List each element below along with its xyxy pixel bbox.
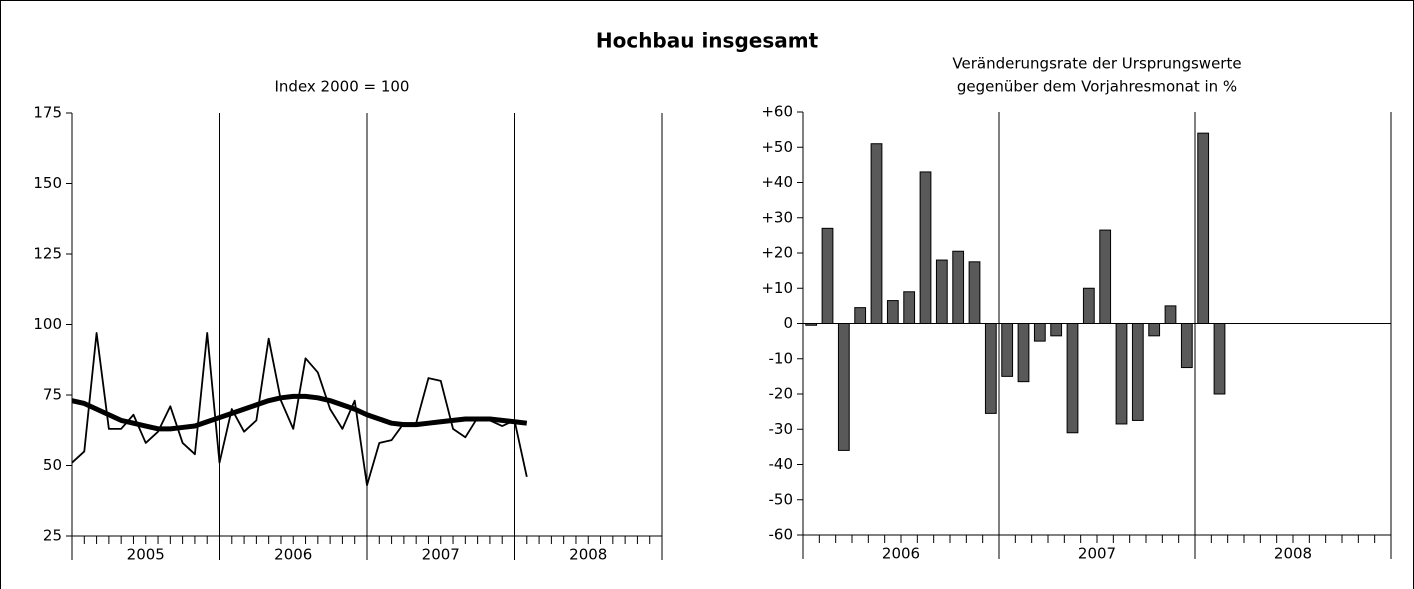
x-tick-label: 2006 [274, 546, 312, 564]
bar [935, 259, 948, 324]
bar [1164, 305, 1177, 324]
y-tick-label: 175 [33, 104, 62, 122]
x-tick-label: 2008 [569, 546, 607, 564]
y-tick-label: +60 [761, 103, 793, 121]
bar [821, 227, 834, 324]
x-tick-label: 2007 [1078, 545, 1116, 563]
bar [1082, 287, 1095, 324]
chart-title: Veränderungsrate der Ursprungswerte [952, 55, 1241, 73]
y-tick-label: -20 [769, 385, 794, 403]
bar [1180, 323, 1193, 369]
bar [1197, 132, 1210, 324]
bar [1001, 323, 1014, 377]
bar [1066, 323, 1079, 434]
bar [1213, 323, 1226, 395]
y-tick-label: -40 [769, 455, 794, 473]
bar [1017, 323, 1030, 383]
bar [1099, 229, 1112, 324]
x-tick-label: 2007 [422, 546, 460, 564]
y-tick-label: -50 [769, 490, 794, 508]
y-tick-label: 150 [33, 174, 62, 192]
line-series [71, 332, 528, 487]
bar [1033, 323, 1046, 342]
bar [952, 250, 965, 324]
bar [1148, 323, 1161, 337]
y-tick-label: +40 [761, 173, 793, 191]
y-tick-label: -30 [769, 420, 794, 438]
x-tick-label: 2008 [1274, 545, 1312, 563]
y-tick-label: -60 [769, 526, 794, 544]
main-title: Hochbau insgesamt [596, 29, 819, 53]
y-tick-label: +50 [761, 138, 793, 156]
y-tick-label: 100 [33, 315, 62, 333]
bar [854, 307, 867, 325]
line-series [71, 393, 528, 432]
bar [837, 323, 850, 451]
chart-title: gegenüber dem Vorjahresmonat in % [957, 78, 1237, 96]
bar [886, 300, 899, 324]
bar [805, 323, 818, 326]
bar [1115, 323, 1128, 425]
y-tick-label: -10 [769, 349, 794, 367]
bar [903, 291, 916, 324]
x-tick-label: 2005 [127, 546, 165, 564]
bar [919, 171, 932, 324]
x-tick-label: 2006 [882, 545, 920, 563]
bar [870, 143, 883, 324]
chart-title: Index 2000 = 100 [275, 78, 410, 96]
y-tick-label: 0 [783, 314, 793, 332]
y-tick-label: 50 [43, 456, 62, 474]
bar [984, 323, 997, 414]
bar [1131, 323, 1144, 421]
y-tick-label: 25 [43, 527, 62, 545]
y-tick-label: +20 [761, 244, 793, 262]
bar [968, 261, 981, 324]
y-tick-label: 125 [33, 245, 62, 263]
y-tick-label: +10 [761, 279, 793, 297]
y-tick-label: 75 [43, 386, 62, 404]
y-tick-label: +30 [761, 208, 793, 226]
bar [1050, 323, 1063, 337]
